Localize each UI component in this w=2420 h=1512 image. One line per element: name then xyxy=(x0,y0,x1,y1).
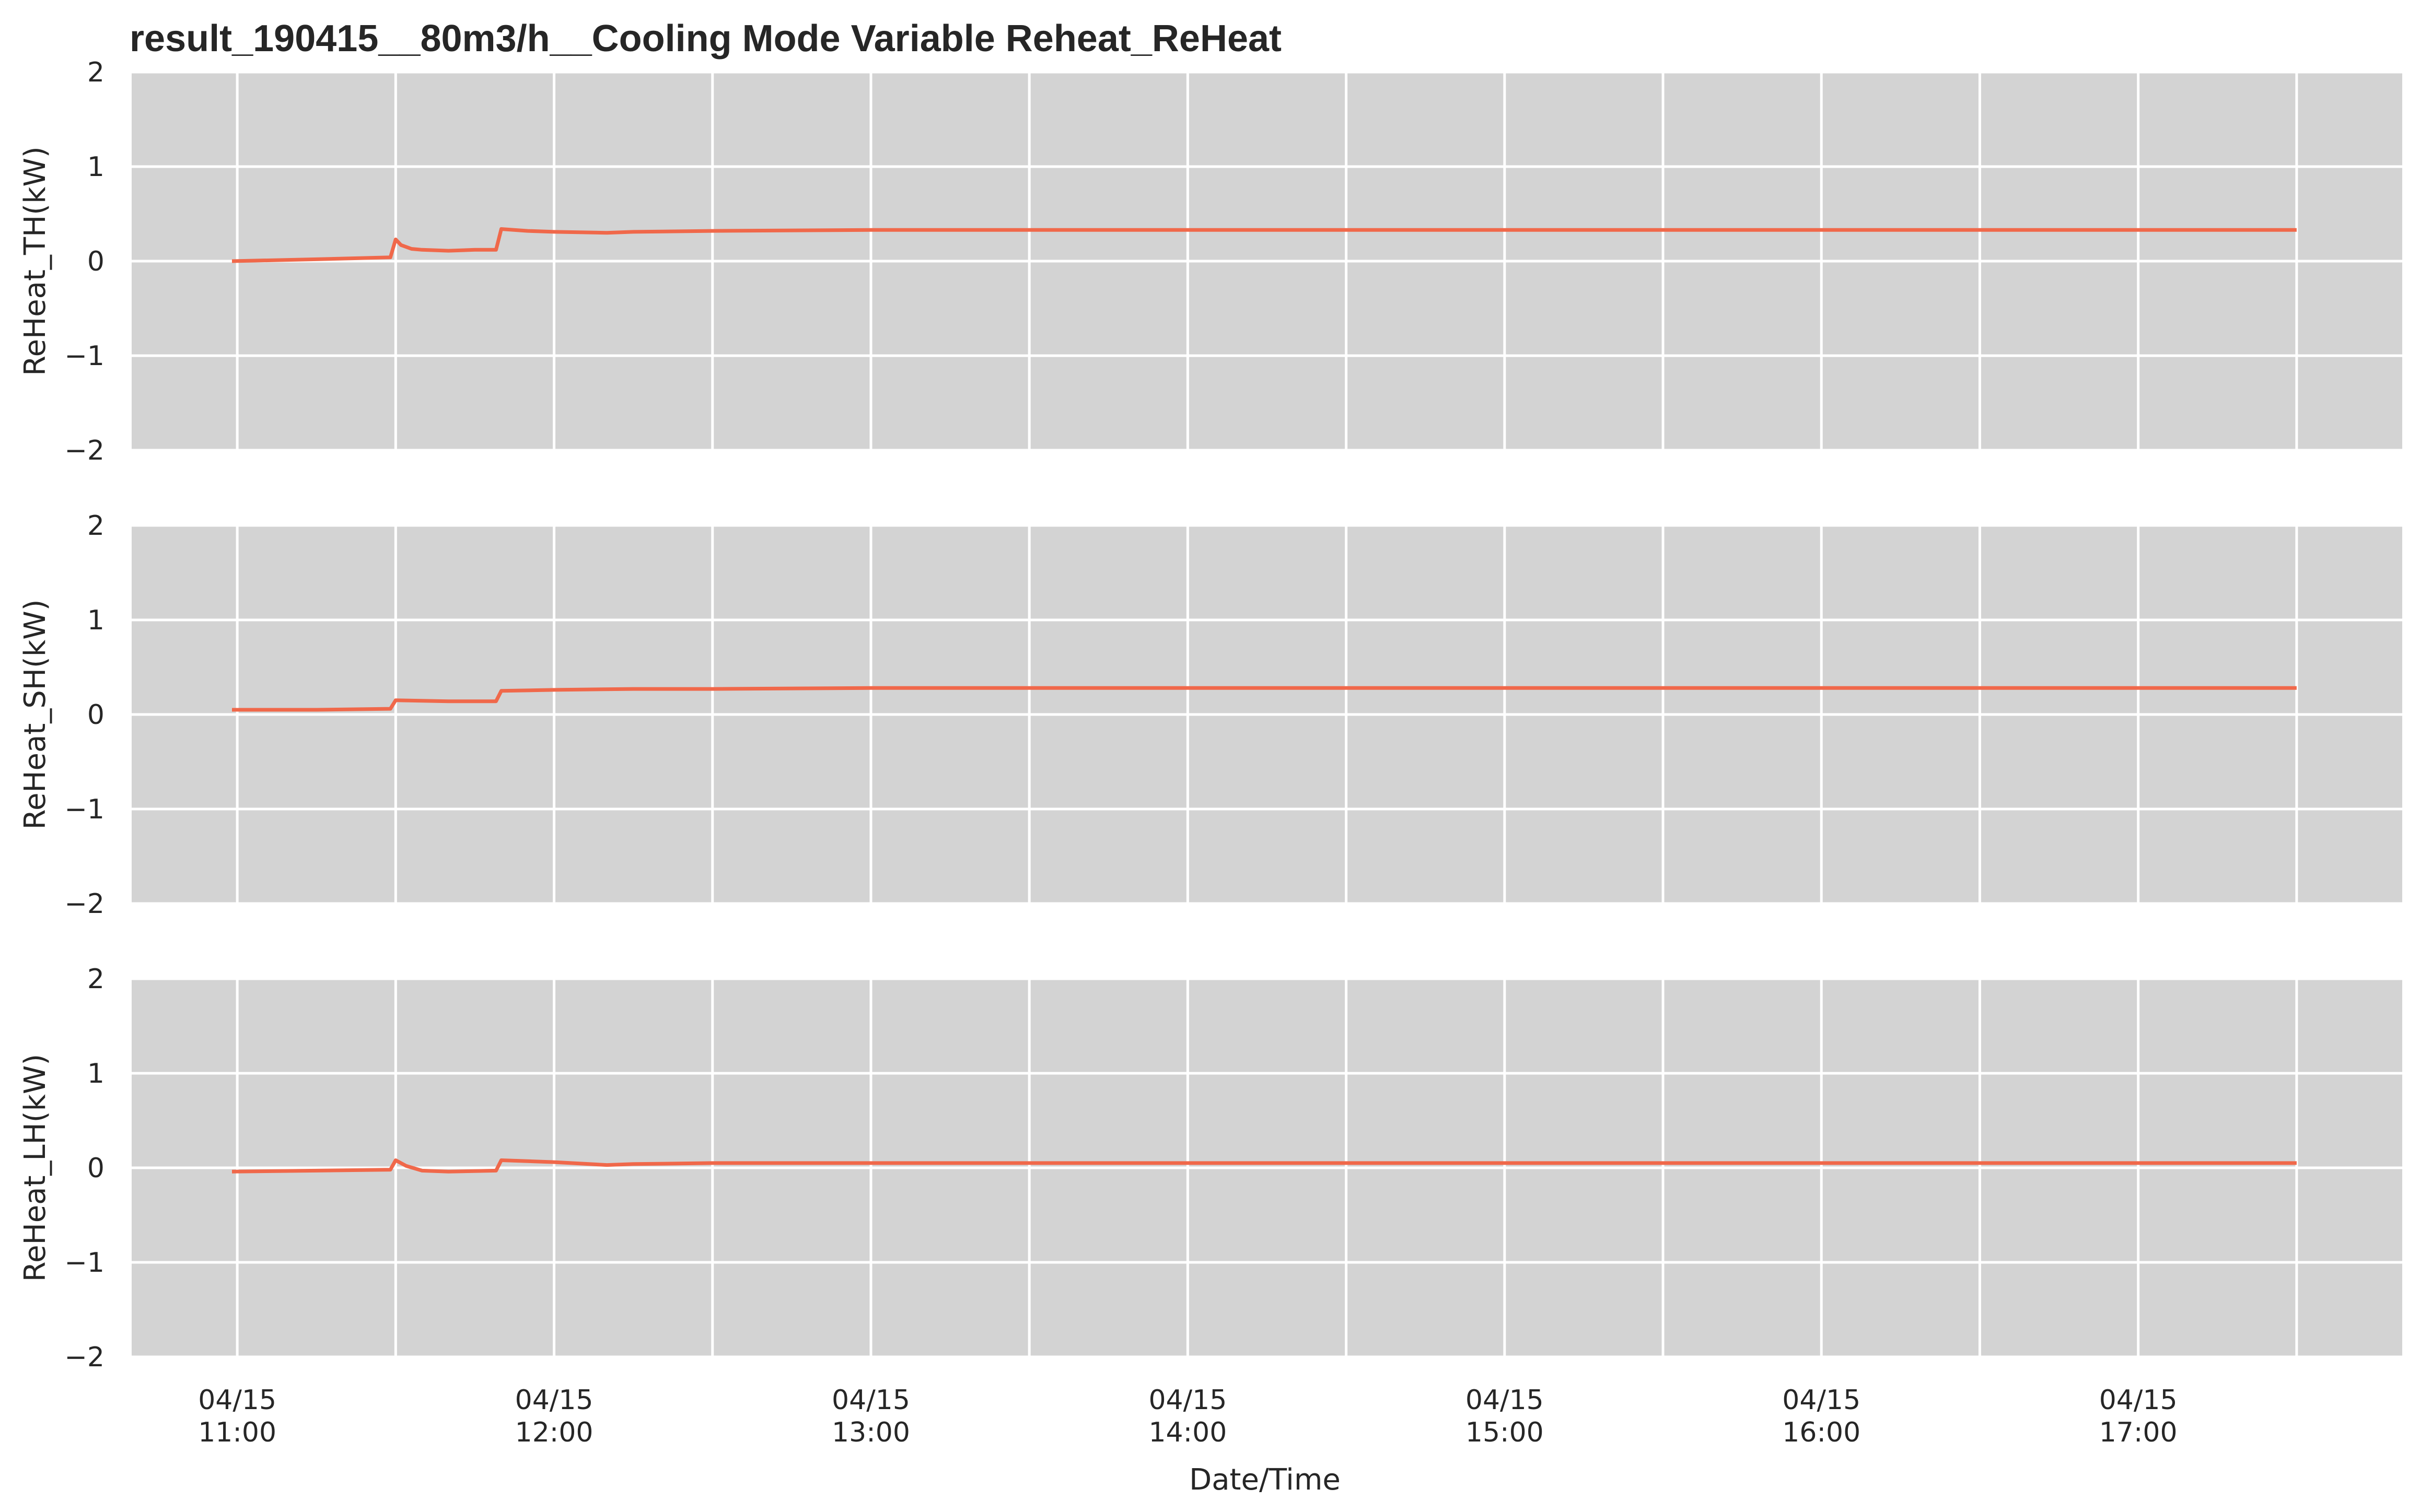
y-tick-label: −2 xyxy=(64,1342,104,1373)
subplot-1: 2 1 0 −1 −2 ReHeat_TH(kW) xyxy=(18,57,2402,466)
y-tick-label: 0 xyxy=(87,246,104,277)
subplot-3: 2 1 0 −1 −2 ReHeat_LH(kW) xyxy=(18,964,2402,1373)
y-tick-label: −2 xyxy=(64,435,104,466)
y-tick-label: 2 xyxy=(87,57,104,88)
x-tick-label: 04/15 11:00 xyxy=(198,1385,276,1448)
subplots: 2 1 0 −1 −2 ReHeat_TH(kW) 2 1 0 −1 −2 ReHeat_SH(kW)… xyxy=(18,57,2402,1373)
y-tick-label: 0 xyxy=(87,699,104,731)
x-tick-label: 04/15 17:00 xyxy=(2099,1385,2178,1448)
y-axis-label: ReHeat_LH(kW) xyxy=(18,1054,52,1282)
x-tick-label: 04/15 13:00 xyxy=(832,1385,910,1448)
y-tick-label: 1 xyxy=(87,605,104,636)
y-tick-label: 2 xyxy=(87,964,104,995)
subplot-2: 2 1 0 −1 −2 ReHeat_SH(kW) xyxy=(18,510,2402,920)
series-line xyxy=(231,1158,2297,1174)
y-tick-label: −2 xyxy=(64,888,104,920)
y-tick-label: −1 xyxy=(64,1247,104,1279)
y-tick-label: 2 xyxy=(87,510,104,542)
chart-title: result_190415__80m3/h__Cooling Mode Vari… xyxy=(130,18,1282,60)
y-tick-label: −1 xyxy=(64,794,104,825)
x-tick-labels: 04/15 11:00 04/15 12:00 04/15 13:00 04/15 14:00… xyxy=(198,1385,2177,1448)
y-tick-label: 1 xyxy=(87,1058,104,1089)
y-tick-label: −1 xyxy=(64,341,104,372)
x-tick-label: 04/15 12:00 xyxy=(515,1385,594,1448)
series-line xyxy=(231,227,2297,263)
x-tick-label: 04/15 16:00 xyxy=(1782,1385,1860,1448)
x-axis-label: Date/Time xyxy=(1189,1463,1341,1497)
x-tick-label: 04/15 14:00 xyxy=(1148,1385,1227,1448)
y-tick-label: 0 xyxy=(87,1153,104,1184)
x-tick-label: 04/15 15:00 xyxy=(1465,1385,1544,1448)
series-line xyxy=(232,686,2297,712)
y-axis-label: ReHeat_TH(kW) xyxy=(18,146,52,376)
y-tick-label: 1 xyxy=(87,151,104,183)
y-axis-label: ReHeat_SH(kW) xyxy=(18,600,52,830)
